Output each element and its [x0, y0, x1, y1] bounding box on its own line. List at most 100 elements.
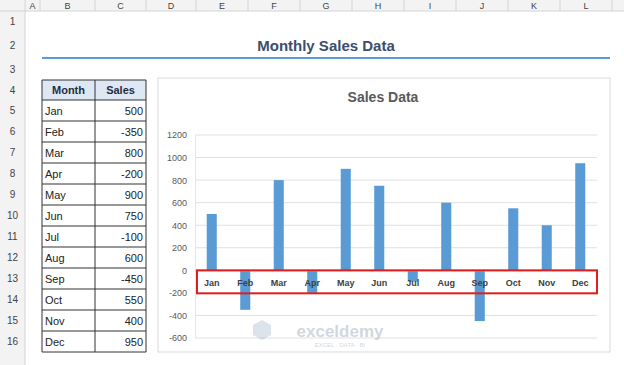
column-divider — [40, 0, 41, 11]
bar — [341, 169, 351, 270]
grid-line — [195, 180, 597, 181]
row-number: 14 — [7, 294, 19, 305]
table-cell: Sep — [45, 273, 65, 285]
y-tick-label: 1000 — [167, 153, 187, 163]
grid-line — [195, 338, 597, 339]
x-tick-label: Nov — [538, 278, 555, 288]
table-border — [42, 80, 146, 81]
table-border — [42, 163, 146, 164]
column-divider — [300, 0, 301, 11]
table-border — [42, 80, 43, 352]
page: {"sheet": {"columns": ["A", "B", "C", "D… — [0, 0, 624, 365]
column-divider — [248, 0, 249, 11]
watermark-text: exceldemy — [297, 322, 384, 341]
x-tick-label: Jun — [371, 278, 387, 288]
x-tick: May — [337, 270, 355, 287]
table-cell: 900 — [125, 189, 143, 201]
column-letter: L — [583, 1, 588, 11]
table-cell: 950 — [125, 336, 143, 348]
title-underline — [42, 57, 610, 59]
column-divider — [146, 0, 147, 11]
x-tick-label: Feb — [237, 278, 254, 288]
bar — [575, 163, 585, 270]
x-tick: Feb — [237, 270, 254, 287]
table-cell: Nov — [45, 315, 65, 327]
x-tick: Nov — [538, 270, 555, 287]
bar — [542, 225, 552, 270]
chart-title: Sales Data — [348, 89, 419, 105]
table-border — [42, 352, 146, 353]
x-tick: Sep — [471, 270, 488, 287]
chart-frame — [158, 78, 610, 352]
row-number: 3 — [10, 64, 16, 75]
grid-line — [195, 225, 597, 226]
table-cell: Jul — [45, 231, 59, 243]
y-tick-label: 1200 — [167, 130, 187, 140]
column-divider — [508, 0, 509, 11]
bar — [274, 180, 284, 270]
table-cell: Mar — [45, 147, 64, 159]
row-number: 13 — [7, 273, 19, 284]
table-cell: Feb — [45, 126, 64, 138]
table-header-fill — [42, 80, 146, 100]
column-divider — [95, 0, 96, 11]
x-tick-label: May — [337, 278, 355, 288]
grid-line — [195, 157, 597, 158]
row-number: 11 — [7, 231, 18, 242]
y-tick: -200 — [169, 288, 195, 298]
page-title: Monthly Sales Data — [257, 37, 395, 54]
table-border — [42, 226, 146, 227]
bar — [441, 203, 451, 271]
table-cell: Jun — [45, 210, 63, 222]
y-tick: -400 — [169, 311, 195, 321]
column-divider — [456, 0, 457, 11]
row-number: 6 — [10, 126, 16, 137]
y-tick-label: 400 — [172, 221, 187, 231]
canvas: ABCDEFGHIJKL12345678910111213141516Month… — [0, 0, 624, 365]
table-cell: -200 — [121, 168, 143, 180]
column-divider — [352, 0, 353, 11]
y-tick-label: 600 — [172, 198, 187, 208]
table-border — [95, 80, 96, 352]
table-cell: May — [45, 189, 66, 201]
table-border — [42, 184, 146, 185]
table-border — [42, 121, 146, 122]
table-cell: 400 — [125, 315, 143, 327]
x-tick: Jan — [204, 270, 220, 287]
table-border — [42, 268, 146, 269]
bar — [508, 208, 518, 270]
column-letter: G — [322, 1, 329, 11]
y-tick-label: -600 — [169, 333, 187, 343]
watermark-logo — [253, 320, 271, 340]
table-cell: 750 — [125, 210, 143, 222]
y-tick-label: -400 — [169, 311, 187, 321]
column-letter: C — [117, 1, 124, 11]
grid-line — [195, 315, 597, 316]
x-tick-label: Jan — [204, 278, 220, 288]
table-border — [42, 142, 146, 143]
y-tick: 0 — [182, 266, 195, 276]
table-cell: 800 — [125, 147, 143, 159]
data-table: MonthSalesJan500Feb-350Mar800Apr-200May9… — [42, 80, 146, 352]
table-border — [42, 331, 146, 332]
table-cell: -100 — [121, 231, 143, 243]
y-tick: 400 — [172, 221, 195, 231]
column-letter: A — [29, 1, 35, 11]
row-number: 7 — [10, 147, 16, 158]
x-axis: JanFebMarAprMayJunJulAugSepOctNovDec — [196, 270, 598, 287]
grid-line — [195, 202, 597, 203]
table-cell: Dec — [45, 336, 65, 348]
table-border — [42, 247, 146, 248]
table-cell: Aug — [45, 252, 65, 264]
bar — [240, 270, 250, 309]
header-border — [25, 0, 26, 365]
highlight-box — [197, 270, 597, 293]
row-number: 4 — [10, 85, 16, 96]
x-tick: Oct — [506, 270, 521, 287]
column-header-bar — [0, 0, 624, 11]
grid-line — [195, 247, 597, 248]
column-letter: J — [480, 1, 485, 11]
table-cell: Oct — [45, 294, 62, 306]
x-tick-label: Mar — [271, 278, 288, 288]
y-tick: 800 — [172, 175, 195, 185]
